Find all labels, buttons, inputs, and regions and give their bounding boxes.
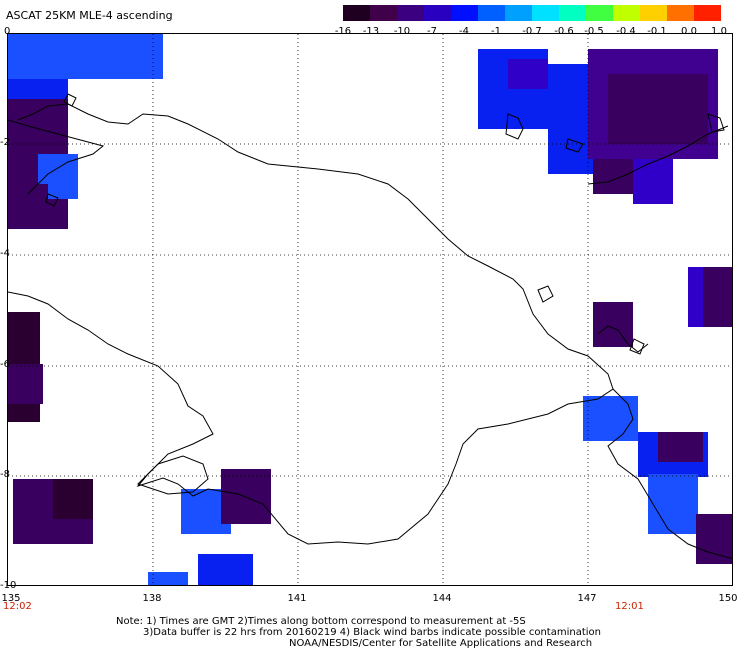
lon-label: 150 <box>718 593 738 604</box>
wind-cell <box>221 469 271 524</box>
colorbar-swatch <box>586 5 613 21</box>
colorbar-label: -0.4 <box>616 26 636 37</box>
colorbar-label: -10 <box>393 26 411 37</box>
colorbar-swatch <box>505 5 532 21</box>
wind-cell <box>53 479 93 519</box>
coastline-island <box>45 193 59 207</box>
colorbar-swatch <box>532 5 559 21</box>
lon-label: 147 <box>577 593 597 604</box>
lon-label: 138 <box>142 593 162 604</box>
wind-cell <box>633 159 673 204</box>
pass-time-right: 12:01 <box>615 601 644 612</box>
wind-cell <box>508 59 548 89</box>
map-canvas <box>8 34 732 585</box>
wind-cell <box>648 474 698 534</box>
note-line-2: 3)Data buffer is 22 hrs from 20160219 4)… <box>143 627 601 638</box>
lon-label: 135 <box>1 593 21 604</box>
lat-label: -6 <box>0 359 10 370</box>
coastline-lake <box>137 455 209 495</box>
colorbar-swatch <box>451 5 478 21</box>
coastline-east <box>607 388 732 559</box>
colorbar-label: -4 <box>459 26 469 37</box>
map-title: ASCAT 25KM MLE-4 ascending <box>6 9 173 22</box>
lat-label: 0 <box>4 26 11 37</box>
colorbar-swatch <box>343 5 370 21</box>
colorbar-swatch <box>424 5 451 21</box>
coastline-bismarck <box>597 325 649 353</box>
lon-label: 144 <box>432 593 452 604</box>
colorbar-label: -7 <box>427 26 437 37</box>
colorbar-label: -16 <box>334 26 352 37</box>
coastline-bird-head <box>8 119 105 195</box>
wind-cell <box>148 572 188 585</box>
note-line-1: Note: 1) Times are GMT 2)Times along bot… <box>116 616 526 627</box>
lat-label: -4 <box>0 248 10 259</box>
colorbar-label: 0.0 <box>681 26 697 37</box>
colorbar-label: -0.6 <box>554 26 574 37</box>
colorbar-labels: -16 -13 -10 -7 -4 -1 -0.7 -0.6 -0.5 -0.4… <box>335 26 735 38</box>
colorbar-swatch <box>613 5 640 21</box>
colorbar <box>343 5 721 21</box>
coastline-north-coast <box>587 125 729 185</box>
colorbar-label: -13 <box>362 26 380 37</box>
coastlines <box>8 93 732 559</box>
lat-label: -2 <box>0 137 10 148</box>
colorbar-swatch <box>559 5 586 21</box>
wind-cell <box>696 514 732 564</box>
lon-label: 141 <box>287 593 307 604</box>
coastline-island <box>505 113 524 140</box>
map-frame[interactable] <box>7 33 733 586</box>
coastline-island <box>629 338 645 355</box>
coastline-island <box>565 138 584 153</box>
wind-cell <box>608 74 708 144</box>
lat-label: -10 <box>0 580 17 591</box>
colorbar-swatch <box>667 5 694 21</box>
colorbar-label: -1 <box>491 26 501 37</box>
lat-label: -8 <box>0 469 10 480</box>
colorbar-swatch <box>397 5 424 21</box>
coastline-island <box>63 93 77 107</box>
wind-cell <box>8 184 48 229</box>
colorbar-swatch <box>694 5 721 21</box>
colorbar-label: -0.5 <box>584 26 604 37</box>
wind-cell <box>8 34 163 79</box>
coastline-island <box>537 285 554 303</box>
colorbar-label: 1.0 <box>711 26 727 37</box>
coastline-new-guinea <box>8 103 614 545</box>
colorbar-swatch <box>478 5 505 21</box>
wind-cell <box>583 396 638 441</box>
colorbar-label: -0.1 <box>647 26 667 37</box>
coastline-island <box>707 113 725 133</box>
wind-cell <box>703 267 732 327</box>
colorbar-label: -0.7 <box>522 26 542 37</box>
pass-time-left: 12:02 <box>3 601 32 612</box>
wind-swaths <box>8 34 732 585</box>
wind-cell <box>198 554 253 585</box>
wind-cell <box>658 432 703 462</box>
colorbar-swatch <box>370 5 397 21</box>
wind-cell <box>593 302 633 347</box>
lat-lon-grid <box>8 34 732 585</box>
note-line-3: NOAA/NESDIS/Center for Satellite Applica… <box>289 638 593 649</box>
colorbar-swatch <box>640 5 667 21</box>
wind-cell <box>8 364 43 404</box>
